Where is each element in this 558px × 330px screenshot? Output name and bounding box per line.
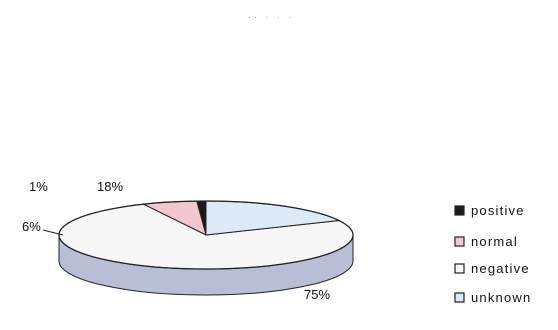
legend-label-normal: normal	[471, 234, 518, 249]
slice-label-normal: 6%	[22, 219, 41, 234]
legend-label-positive: positive	[471, 203, 525, 218]
slice-label-positive: 1%	[29, 179, 48, 194]
pie-rim	[58, 200, 354, 270]
faint-top-text: ·· · · ·	[248, 12, 295, 22]
legend-swatch-negative	[454, 263, 465, 274]
pie-labels: 1% 6% 75% 18%	[22, 179, 330, 302]
slice-label-negative: 75%	[304, 287, 330, 302]
legend-label-unknown: unknown	[471, 290, 531, 305]
legend-label-negative: negative	[471, 261, 530, 276]
legend: positive normal negative unknown	[454, 203, 531, 305]
legend-swatch-normal	[454, 236, 465, 247]
leader-line-normal	[42, 229, 64, 236]
legend-swatch-unknown	[454, 292, 465, 303]
slice-label-unknown: 18%	[97, 179, 123, 194]
legend-swatch-positive	[454, 205, 465, 216]
pie-slices	[58, 200, 354, 270]
